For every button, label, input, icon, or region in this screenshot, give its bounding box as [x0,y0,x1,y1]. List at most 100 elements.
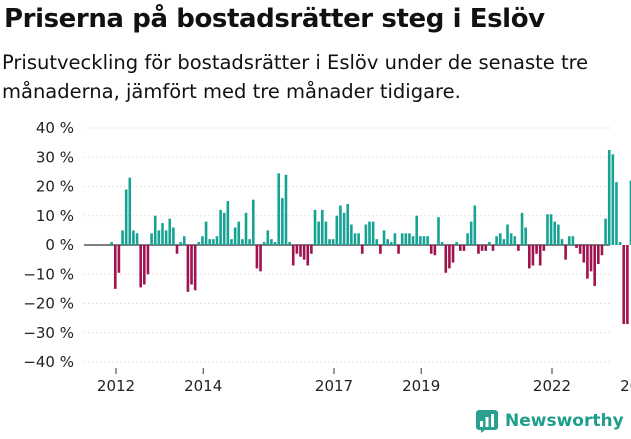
bar [121,230,124,246]
bar [342,212,346,245]
bar [531,245,535,266]
bar [578,245,582,254]
bar [498,233,502,245]
bar [553,221,557,245]
chart-subtitle: Prisutveckling för bostadsrätter i Eslöv… [2,51,589,103]
bar [509,233,513,245]
bar [484,245,488,251]
bar [281,198,284,245]
bar [462,245,466,251]
bar [451,245,455,263]
bar [400,233,404,245]
bar [546,214,549,245]
bar [215,236,219,245]
bar [212,239,215,245]
y-tick-label: −10 % [23,265,74,283]
bar [335,215,339,245]
bar [146,245,150,275]
bar [219,209,222,245]
bar [128,177,132,245]
bar [143,245,146,285]
bar [477,245,480,254]
bar [386,239,389,245]
bar [306,245,310,266]
bar [593,245,596,286]
bar [379,245,382,254]
bar [255,245,259,269]
y-tick-label: 40 % [36,119,74,137]
y-tick-label: 30 % [36,148,74,166]
bar [262,242,266,245]
bar [444,245,448,273]
bar [113,245,117,289]
bar [331,239,335,245]
y-tick-label: −20 % [23,295,74,313]
bar [328,239,331,245]
bar [535,245,538,254]
bar [270,239,273,245]
bar [437,217,440,245]
bar [615,182,618,245]
bar [222,212,226,245]
bar [440,242,444,245]
bar [295,245,299,254]
bar [571,236,575,245]
y-tick-label: 20 % [36,178,74,196]
x-axis-ticks: 2012 2014 2017 2019 2022 2024 [97,368,631,395]
bar [357,233,360,245]
bar [299,245,302,257]
bar [611,154,615,245]
bar [237,221,241,245]
bar [291,245,295,266]
bar [560,239,564,245]
bar [339,205,342,245]
bar [600,245,604,256]
bar [502,239,506,245]
bar [491,245,495,251]
bar [622,245,626,324]
bar [197,242,201,245]
bar [389,242,393,245]
bar [469,221,473,245]
bar [317,221,320,245]
bars [110,149,631,324]
bar [139,245,142,288]
y-tick-label: 0 % [45,236,74,254]
bar [513,236,517,245]
bar [241,239,244,245]
bar [302,245,306,260]
y-axis-ticks: 40 % 30 % 20 % 10 % 0 % −10 % −20 % −30 % −40 % [23,119,74,371]
bar [488,242,491,245]
bar [404,233,408,245]
bar [517,245,520,251]
bar [233,227,237,245]
bar [277,173,281,245]
newsworthy-logo: Newsworthy [475,408,624,434]
bar [455,242,458,245]
newsworthy-logo-icon [476,410,498,433]
y-tick-label: −40 % [23,353,74,371]
bar [190,245,193,285]
bar [157,230,161,246]
bar [172,227,175,245]
bar [117,245,121,273]
bar [397,245,400,254]
bar [364,224,368,245]
bar [350,224,353,245]
bar [506,224,509,245]
bar [575,245,578,248]
bar [175,245,179,254]
bar [110,242,113,245]
bar [153,215,157,245]
bar [310,245,313,254]
bar [567,236,571,245]
bar [607,149,611,245]
bar [538,245,542,266]
bar [135,233,139,245]
x-tick-label: 2017 [315,377,353,395]
bar [208,239,211,245]
bar [528,245,531,269]
bar [429,245,433,254]
bar [346,204,350,245]
